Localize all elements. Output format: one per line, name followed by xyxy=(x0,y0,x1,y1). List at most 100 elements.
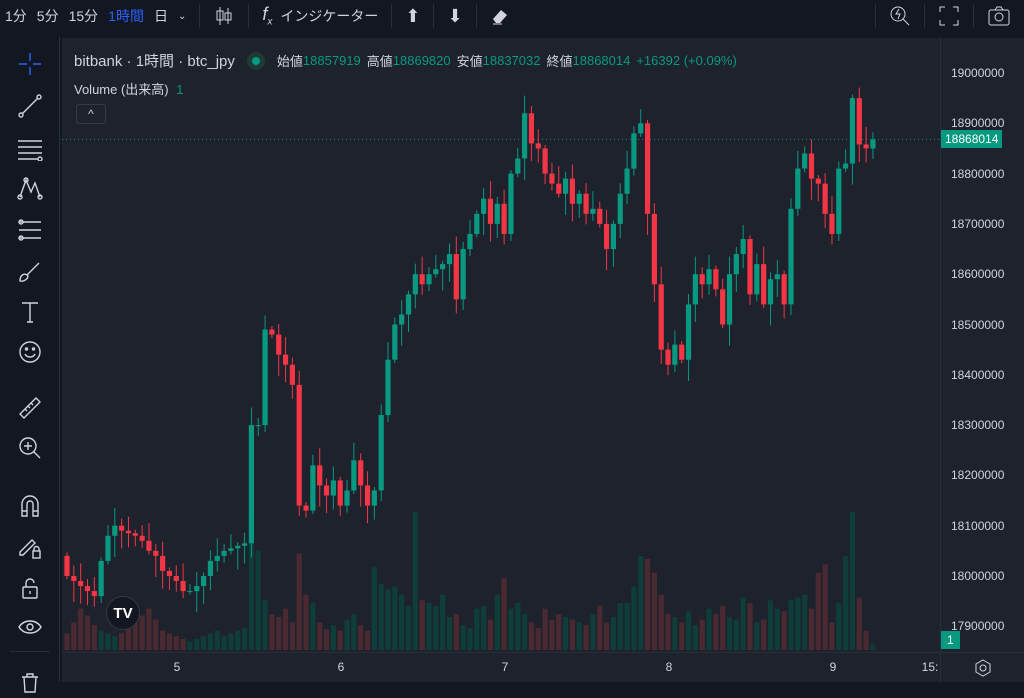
candle-body xyxy=(139,535,145,541)
candlestick-plot[interactable] xyxy=(62,38,940,652)
candle-body xyxy=(166,570,173,576)
candle-body xyxy=(119,525,125,531)
eye-icon[interactable] xyxy=(14,612,46,644)
volume-tag: 1 xyxy=(941,631,960,649)
volume-bar xyxy=(843,556,849,650)
volume-bar xyxy=(419,600,425,650)
time-tick-label: 7 xyxy=(501,660,509,674)
fullscreen-icon[interactable] xyxy=(933,2,965,30)
candle-body xyxy=(624,168,630,194)
volume-bar xyxy=(91,625,97,650)
upload-icon[interactable]: ⬆ xyxy=(405,5,421,26)
volume-bar xyxy=(542,608,548,650)
volume-bar xyxy=(446,616,453,650)
time-axis[interactable]: 5 6 7 8 9 15: xyxy=(62,652,940,682)
ruler-icon[interactable] xyxy=(14,392,46,424)
text-icon[interactable] xyxy=(14,296,46,328)
volume-bar xyxy=(733,619,739,650)
lock-icon[interactable] xyxy=(14,572,46,604)
volume-bar xyxy=(802,594,808,650)
interval-1m[interactable]: 1分 xyxy=(5,8,27,24)
price-tick-label: 18700000 xyxy=(951,216,1005,231)
magnet-icon[interactable] xyxy=(14,490,46,522)
candle-body xyxy=(603,223,610,250)
candle-body xyxy=(364,485,371,506)
volume-bar xyxy=(576,622,582,650)
candle-body xyxy=(289,364,295,385)
volume-bar xyxy=(392,586,398,650)
volume-bar xyxy=(378,583,384,650)
candle-body xyxy=(248,425,255,544)
volume-bar xyxy=(781,611,787,650)
camera-icon[interactable] xyxy=(982,2,1016,30)
crosshair-icon[interactable] xyxy=(14,48,46,80)
interval-1h[interactable]: 1時間 xyxy=(108,8,144,24)
lock-drawings-icon[interactable] xyxy=(14,532,46,564)
candle-body xyxy=(296,384,302,506)
volume-bar xyxy=(153,619,159,650)
eraser-icon[interactable] xyxy=(485,2,515,30)
fib-retracement-icon[interactable] xyxy=(14,132,46,164)
candle-body xyxy=(132,533,138,536)
candle-body xyxy=(330,480,336,496)
chart-pane[interactable]: bitbank · 1時間 · btc_jpy 始値 18857919 高値 188… xyxy=(62,38,940,652)
price-axis[interactable]: 19000000 18900000 18800000 18700000 18600000… xyxy=(940,38,1024,652)
volume-bar xyxy=(385,589,391,650)
candle-body xyxy=(194,586,200,592)
settings-icon[interactable] xyxy=(940,652,1024,682)
pattern-icon[interactable] xyxy=(14,172,46,204)
price-tick-label: 18500000 xyxy=(951,317,1005,332)
candle-body xyxy=(542,148,548,174)
candle-body xyxy=(282,354,289,365)
volume-bar xyxy=(460,625,466,650)
time-tick-label: 15: xyxy=(921,660,939,674)
trash-icon[interactable] xyxy=(14,666,46,698)
volume-bar xyxy=(160,630,166,650)
candle-body xyxy=(317,465,323,486)
volume-bar xyxy=(467,627,473,650)
candle-body xyxy=(870,139,876,149)
trend-line-icon[interactable] xyxy=(14,90,46,122)
volume-bar xyxy=(849,512,856,650)
volume-bar xyxy=(119,633,125,650)
interval-dropdown-chevron-icon[interactable]: ⌄ xyxy=(177,10,187,22)
volume-bar xyxy=(556,614,562,650)
interval-15m[interactable]: 15分 xyxy=(68,8,99,24)
zoom-in-icon[interactable] xyxy=(14,432,46,464)
candle-type-icon[interactable] xyxy=(208,2,240,30)
indicators-button[interactable]: fx インジケーター xyxy=(257,2,383,30)
collapse-legend-button[interactable]: ^ xyxy=(76,104,106,124)
volume-bar xyxy=(494,594,500,650)
symbol-title: bitbank · 1時間 · btc_jpy xyxy=(74,53,235,70)
interval-5m[interactable]: 5分 xyxy=(36,8,59,24)
market-status-icon xyxy=(246,51,265,70)
candle-body xyxy=(781,274,787,305)
time-tick-label: 8 xyxy=(665,660,673,674)
high-label: 高値 xyxy=(366,54,393,69)
volume-bar xyxy=(569,619,576,650)
download-icon[interactable]: ⬇ xyxy=(447,5,463,26)
interval-1d[interactable]: 日 xyxy=(153,8,168,24)
volume-bar xyxy=(767,600,774,650)
time-tick-label: 5 xyxy=(173,660,181,674)
candle-body xyxy=(658,284,664,350)
volume-bar xyxy=(815,572,821,650)
quick-search-icon[interactable] xyxy=(884,2,916,30)
candle-body xyxy=(672,344,678,365)
brush-icon[interactable] xyxy=(14,256,46,288)
price-tick-label: 17900000 xyxy=(951,619,1005,634)
emoji-icon[interactable] xyxy=(14,336,46,368)
candle-body xyxy=(91,591,97,597)
candle-body xyxy=(679,344,685,360)
candle-body xyxy=(385,359,391,416)
volume-bar xyxy=(699,619,705,650)
volume-bar xyxy=(774,608,780,650)
tradingview-logo[interactable]: TV xyxy=(106,596,140,630)
volume-bar xyxy=(672,616,678,650)
time-tick-label: 6 xyxy=(337,660,345,674)
forecast-icon[interactable] xyxy=(14,214,46,246)
volume-bar xyxy=(583,625,589,650)
candle-body xyxy=(426,274,432,285)
candle-body xyxy=(549,173,555,184)
volume-bar xyxy=(337,630,343,650)
